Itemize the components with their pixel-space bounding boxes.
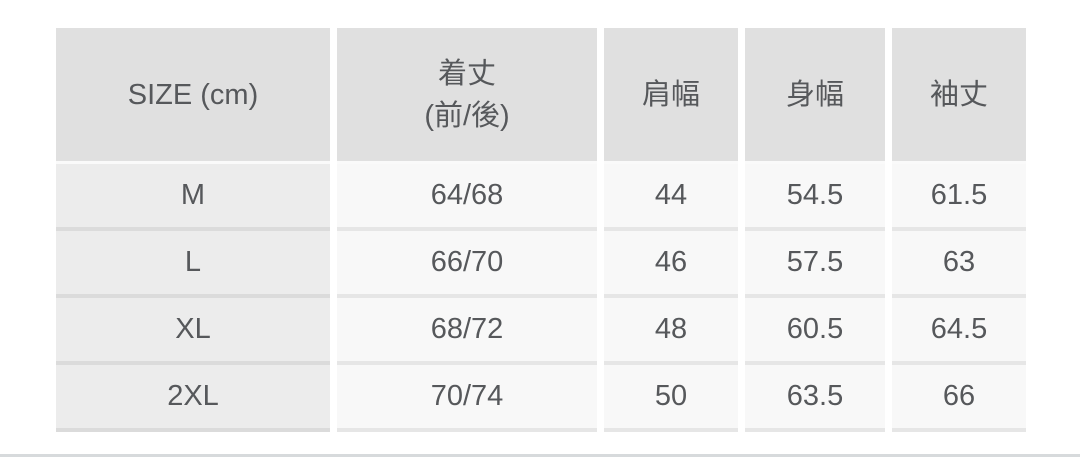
value-cell-shoulder: 48 xyxy=(604,298,738,365)
size-chart-table: SIZE (cm) 着丈 (前/後) 肩幅 身幅 袖丈 M 64/68 44 5… xyxy=(56,28,1026,432)
header-sleeve-length: 袖丈 xyxy=(892,28,1026,164)
value-cell-sleeve: 63 xyxy=(892,231,1026,298)
value-cell-shoulder: 44 xyxy=(604,164,738,231)
value-cell-body: 60.5 xyxy=(745,298,885,365)
value-cell-body: 54.5 xyxy=(745,164,885,231)
value-cell-length: 64/68 xyxy=(337,164,597,231)
header-body-length-front-back: 着丈 (前/後) xyxy=(337,28,597,164)
value-cell-length: 66/70 xyxy=(337,231,597,298)
value-cell-shoulder: 46 xyxy=(604,231,738,298)
value-cell-sleeve: 64.5 xyxy=(892,298,1026,365)
size-label-cell: 2XL xyxy=(56,365,330,432)
header-size-cm: SIZE (cm) xyxy=(56,28,330,164)
bottom-divider xyxy=(0,454,1080,457)
value-cell-length: 70/74 xyxy=(337,365,597,432)
size-label-cell: M xyxy=(56,164,330,231)
size-label-cell: XL xyxy=(56,298,330,365)
value-cell-sleeve: 61.5 xyxy=(892,164,1026,231)
value-cell-sleeve: 66 xyxy=(892,365,1026,432)
value-cell-body: 57.5 xyxy=(745,231,885,298)
header-shoulder-width: 肩幅 xyxy=(604,28,738,164)
value-cell-shoulder: 50 xyxy=(604,365,738,432)
header-body-width: 身幅 xyxy=(745,28,885,164)
size-label-cell: L xyxy=(56,231,330,298)
value-cell-length: 68/72 xyxy=(337,298,597,365)
value-cell-body: 63.5 xyxy=(745,365,885,432)
